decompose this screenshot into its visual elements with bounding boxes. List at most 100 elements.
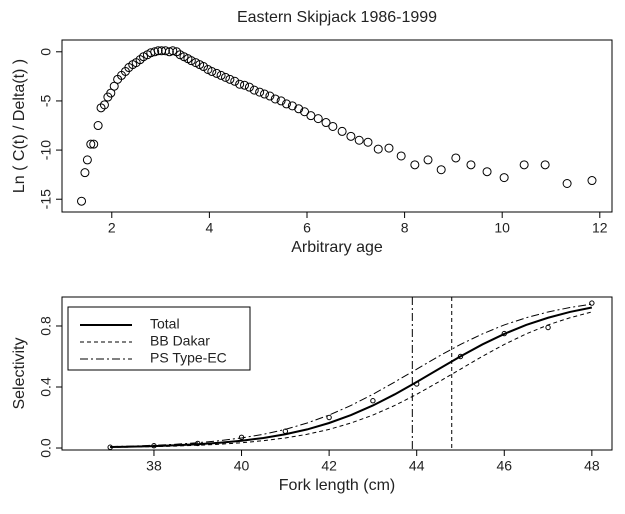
point: [396, 151, 406, 161]
y-tick-label: 0: [38, 48, 54, 56]
point: [164, 47, 174, 57]
x-tick-label: 48: [584, 458, 600, 474]
point: [168, 46, 178, 56]
point: [220, 72, 230, 82]
x-tick-label: 6: [303, 220, 311, 236]
point: [482, 167, 492, 177]
point: [186, 56, 196, 66]
y-tick-label: 0.8: [38, 316, 54, 336]
series-line: [110, 303, 592, 448]
point: [99, 100, 109, 110]
point: [313, 114, 323, 124]
y-tick-label: -15: [38, 189, 54, 209]
x-tick-label: 12: [592, 220, 608, 236]
x-tick-label: 38: [146, 458, 162, 474]
point: [328, 121, 338, 131]
point: [436, 165, 446, 175]
point: [216, 70, 226, 80]
point: [230, 76, 240, 86]
point: [294, 104, 304, 114]
point: [160, 46, 170, 56]
point: [276, 96, 286, 106]
y-tick-label: -5: [38, 95, 54, 108]
point: [337, 126, 347, 136]
x-tick-label: 42: [321, 458, 337, 474]
point: [89, 139, 99, 149]
point: [260, 89, 270, 99]
observed-point: [413, 381, 420, 387]
point: [212, 68, 222, 78]
point: [346, 131, 356, 141]
point: [354, 135, 364, 145]
y-tick-label: 0.0: [38, 438, 54, 458]
point: [93, 121, 103, 131]
point: [321, 118, 331, 128]
point: [270, 94, 280, 104]
point: [207, 66, 217, 76]
x-tick-label: 8: [401, 220, 409, 236]
y-tick-label: 0.4: [38, 377, 54, 397]
point: [300, 107, 310, 117]
point: [451, 153, 461, 163]
point: [77, 196, 87, 206]
point: [410, 160, 420, 170]
point: [244, 82, 254, 92]
x-tick-label: 10: [494, 220, 510, 236]
point: [235, 79, 245, 89]
point: [240, 80, 250, 90]
y-tick-label: -10: [38, 140, 54, 160]
point: [519, 160, 529, 170]
y-axis-label: Selectivity: [11, 337, 28, 409]
x-axis-label: Arbitrary age: [291, 239, 383, 256]
legend-label: Total: [150, 316, 180, 332]
series-line: [110, 306, 593, 449]
point: [281, 99, 291, 109]
legend-label: PS Type-EC: [150, 350, 227, 366]
x-tick-label: 4: [205, 220, 213, 236]
point: [265, 91, 275, 101]
plot-frame: [61, 296, 613, 451]
point: [150, 47, 160, 57]
point: [423, 155, 433, 165]
observed-point: [545, 324, 551, 331]
series-line: [110, 311, 592, 448]
y-axis-label: Ln ( C(t) / Delta(t) ): [11, 59, 28, 193]
observed-point: [370, 398, 376, 404]
point: [384, 143, 394, 153]
observed-point: [501, 330, 507, 337]
point: [466, 160, 476, 170]
x-tick-label: 46: [496, 458, 512, 474]
point: [86, 139, 96, 149]
point: [373, 144, 383, 154]
observed-point: [589, 300, 595, 306]
x-tick-label: 40: [234, 458, 250, 474]
legend-label: BB Dakar: [150, 333, 210, 349]
point: [96, 103, 106, 113]
observed-point: [282, 428, 289, 434]
point: [82, 155, 92, 165]
point: [153, 46, 163, 56]
observed-point: [107, 444, 113, 450]
observed-point: [151, 443, 157, 449]
point: [249, 85, 259, 95]
point: [499, 173, 509, 183]
observed-point: [195, 440, 201, 447]
point: [562, 178, 572, 188]
observed-point: [326, 414, 332, 421]
observed-point: [457, 353, 464, 360]
plot-frame: [61, 39, 613, 213]
point: [306, 111, 316, 121]
point: [225, 74, 235, 84]
x-axis-label: Fork length (cm): [279, 477, 395, 494]
chart-title: Eastern Skipjack 1986-1999: [237, 9, 437, 26]
point: [587, 176, 597, 186]
point: [255, 87, 265, 97]
point: [199, 62, 209, 72]
point: [80, 168, 90, 178]
observed-point: [238, 434, 245, 441]
x-tick-label: 2: [108, 220, 116, 236]
point: [363, 137, 373, 147]
point: [540, 160, 550, 170]
